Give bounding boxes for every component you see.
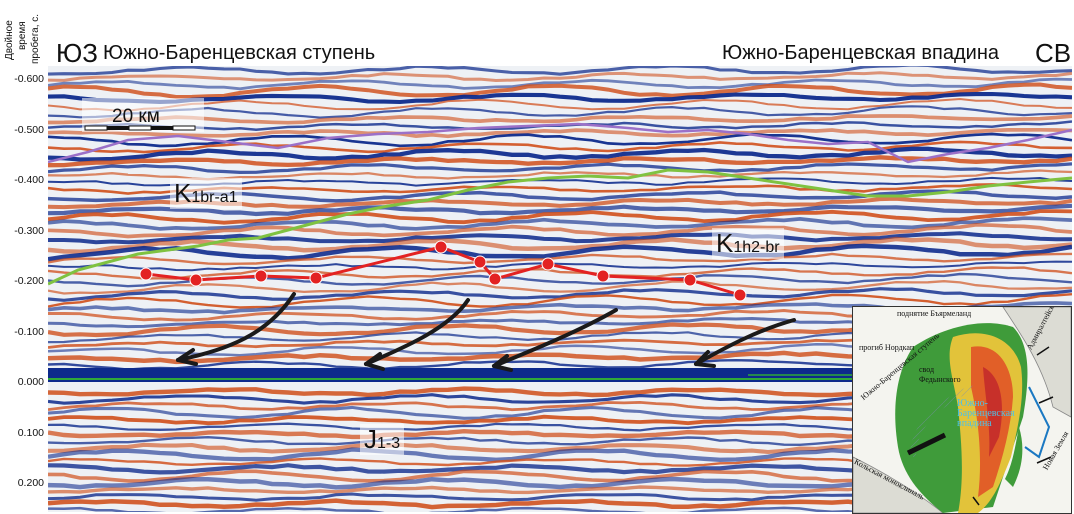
reflector-band [48, 140, 1072, 154]
direction-sw-label: ЮЗ [56, 38, 98, 68]
reflector-band [48, 97, 1072, 112]
tick-label: -0.500 [14, 124, 44, 136]
y-axis-label: Двойное время пробега, с. [1, 2, 53, 64]
reflector-band [48, 506, 1072, 512]
profile-location-line [906, 432, 947, 456]
unit-label-k1br-a1: K1br-a1 [170, 178, 242, 209]
reflector-band [48, 127, 1072, 139]
tick-label: 0.000 [17, 376, 44, 388]
inset-location-map: поднятие Бъярмеланд Адмиралтейское проги… [852, 306, 1072, 514]
reflector-band [48, 71, 1072, 83]
left-title: Южно-Баренцевская ступень [103, 42, 376, 64]
green-horizon [48, 168, 1072, 286]
tick-label: -0.600 [14, 73, 44, 85]
y-axis-label-line: пробега, с. [30, 13, 41, 64]
y-axis-label-line: Двойное [4, 20, 15, 60]
red-horizon-nodes [139, 240, 747, 302]
reflector-band [48, 66, 1072, 76]
inset-label: свод Федынского [919, 365, 961, 384]
downlap-arrows [176, 292, 796, 372]
unit-label-k1h2-br: K1h2-br [712, 228, 784, 259]
inset-label: поднятие Бъярмеланд [897, 309, 972, 318]
reflector-band [48, 77, 1072, 91]
reflector-band [48, 91, 1072, 105]
reflector-band [48, 162, 1072, 175]
right-title: Южно-Баренцевская впадина [722, 42, 999, 64]
tick-label: -0.300 [14, 225, 44, 237]
reflector-band [48, 231, 1072, 245]
reflector-band [48, 132, 1072, 148]
reflector-band [48, 280, 1072, 295]
y-axis-label-line: время [17, 21, 28, 50]
unit-label-j1-3: J1-3 [360, 424, 405, 455]
reflector-band [48, 266, 1072, 280]
scale-bar: 20 км [82, 98, 204, 132]
reflector-band [48, 114, 1072, 125]
reflector-band [48, 216, 1072, 231]
inset-label: прогиб Нордкап [859, 343, 915, 352]
reflector-band [48, 82, 1072, 100]
reflector-band [48, 260, 1072, 272]
inset-map-drawing [853, 307, 1071, 513]
reflector-band [48, 252, 1072, 266]
purple-horizon [48, 122, 1072, 164]
tick-label: -0.200 [14, 275, 44, 287]
inset-label: Южно-Баренцевская впадина [957, 398, 1015, 429]
reflector-band [48, 222, 1072, 239]
tick-label: -0.100 [14, 326, 44, 338]
reflector-band [48, 146, 1072, 162]
reflector-band [48, 209, 1072, 225]
scale-bar-label: 20 км [112, 106, 160, 127]
tick-label: 0.100 [17, 427, 44, 439]
tick-label: -0.400 [14, 174, 44, 186]
reflector-band [48, 243, 1072, 262]
direction-ne-label: СВ [1035, 38, 1072, 68]
reflector-band [48, 287, 1072, 302]
reflector-band [48, 105, 1072, 119]
reflector-band [48, 203, 1072, 217]
tick-label: 0.200 [17, 477, 44, 489]
reflector-band [48, 293, 1072, 309]
